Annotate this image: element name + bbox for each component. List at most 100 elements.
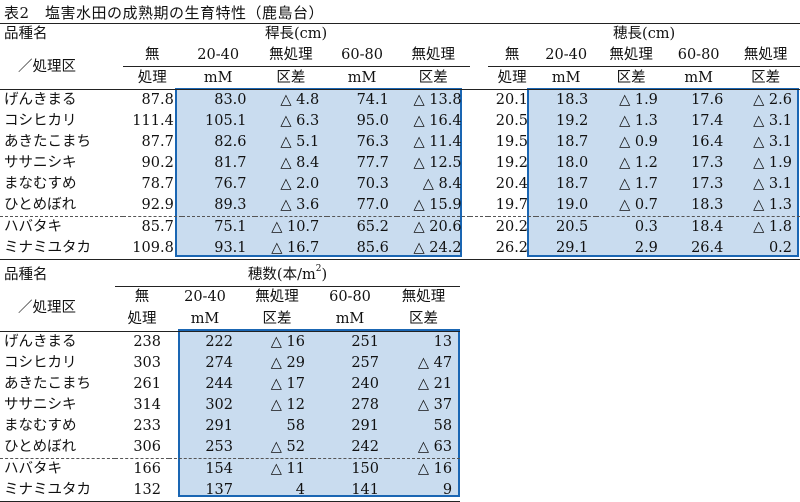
variety-name: まなむすめ: [4, 417, 77, 434]
count-cell: 58: [433, 417, 453, 434]
panicle-cell: 20.2: [488, 216, 537, 238]
count-cell: 303: [133, 354, 161, 371]
panicle-cell: △ 0.7: [619, 197, 658, 213]
table-row: げんきまる 238 222 △ 16 251 13: [0, 331, 460, 353]
header-diff-2: 区差: [731, 66, 800, 90]
panicle-cell: △ 3.1: [753, 113, 792, 129]
count-cell: △ 16: [387, 457, 461, 480]
count-cell: 240: [351, 375, 379, 392]
culm-cell: 81.7: [214, 155, 247, 171]
culm-cell: △ 15.9: [413, 197, 462, 213]
panicle-cell: 19.0: [556, 197, 589, 213]
variety-name: ハバタキ: [0, 216, 123, 238]
panicle-cell: △ 1.8: [731, 216, 800, 238]
panicle-cell: 16.4: [691, 134, 724, 150]
panicle-cell: 20.5: [495, 113, 529, 129]
header-2040-1: 20-40: [184, 289, 226, 305]
count-cell: 251: [351, 333, 379, 350]
count-cell: 244: [205, 375, 233, 392]
culm-cell: △ 8.4: [280, 155, 320, 171]
variety-name: ひとめぼれ: [4, 197, 77, 213]
header-treatment: ／処理区: [0, 298, 115, 322]
variety-name: げんきまる: [4, 92, 77, 108]
header-variety: 品種名: [4, 267, 48, 284]
count-cell: 253: [205, 438, 233, 455]
count-cell: 274: [205, 354, 233, 371]
culm-cell: 83.0: [214, 92, 247, 108]
count-cell: 58: [286, 417, 305, 434]
culm-cell: △ 2.0: [280, 176, 320, 192]
variety-name: コシヒカリ: [4, 354, 77, 371]
header-6080-2: mM: [313, 308, 387, 332]
culm-cell: 111.4: [132, 113, 174, 129]
panicle-cell: 18.0: [556, 155, 589, 171]
count-cell: 4: [241, 479, 313, 502]
table-row: ミナミユタカ 109.8 93.1 △ 16.7 85.6 △ 24.2 26.2 29.1 2…: [0, 238, 800, 260]
panicle-cell: 0.3: [596, 216, 666, 238]
count-cell: 242: [351, 438, 379, 455]
count-cell: 137: [169, 479, 241, 502]
panicle-cell: △ 3.1: [753, 134, 792, 150]
count-cell: 306: [133, 438, 161, 455]
panicle-cell: 17.6: [691, 92, 724, 108]
panicle-cell: 26.2: [488, 238, 537, 260]
header-6080-2: mM: [327, 66, 397, 90]
header-6080-2: mM: [665, 66, 732, 90]
culm-cell: 76.7: [214, 176, 247, 192]
panicle-cell: 18.7: [556, 134, 589, 150]
header-2040-2: mM: [536, 66, 597, 90]
panicle-cell: △ 1.3: [753, 197, 792, 213]
culm-cell: 87.7: [141, 134, 174, 150]
header-none-1: 無: [488, 45, 537, 67]
variety-name: ササニシキ: [4, 155, 77, 171]
header-variety: 品種名: [0, 23, 123, 45]
variety-name: ササニシキ: [4, 396, 77, 413]
variety-name: あきたこまち: [4, 375, 91, 392]
count-cell: △ 37: [417, 396, 453, 413]
culm-cell: 87.8: [141, 92, 174, 108]
header-none-2: 処理: [115, 308, 169, 332]
header-2040-2: mM: [181, 66, 255, 90]
count-cell: △ 63: [417, 438, 453, 455]
count-cell: 222: [205, 333, 233, 350]
growth-table-1: 品種名 稈長(cm) 穂長(cm) 無 20-40 無処理 60-80 無処理 …: [0, 23, 800, 260]
culm-cell: 78.7: [141, 176, 174, 192]
table-row: ササニシキ 314 302 △ 12 278 △ 37: [0, 395, 460, 416]
table-row: ミナミユタカ 132 137 4 141 9: [0, 479, 461, 502]
culm-cell: 105.1: [205, 113, 247, 129]
variety-name: ハバタキ: [0, 457, 115, 480]
table-row: ひとめぼれ 306 253 △ 52 242 △ 63: [0, 437, 460, 459]
panicle-cell: △ 1.9: [753, 155, 792, 171]
panicle-cell: 18.7: [556, 176, 589, 192]
panicle-cell: △ 1.3: [619, 113, 658, 129]
culm-cell: △ 8.4: [422, 176, 462, 192]
header-panicle-count: 穂数(本/m2): [115, 265, 461, 287]
header-diff-1: 無処理: [731, 45, 800, 67]
header-culm-length: 稈長(cm): [264, 26, 328, 42]
count-cell: 150: [313, 457, 387, 480]
culm-cell: 93.1: [181, 238, 255, 260]
count-cell: △ 16: [270, 333, 305, 350]
panicle-cell: 20.5: [536, 216, 597, 238]
panicle-cell: 19.2: [556, 113, 589, 129]
header-diff-1: 無処理: [596, 45, 666, 67]
table-row: ササニシキ 90.2 81.7 △ 8.4 77.7 △ 12.5 19.2 18.0 △ 1.…: [0, 153, 800, 174]
panicle-cell: 0.2: [731, 238, 800, 260]
panicle-cell: 18.4: [665, 216, 732, 238]
header-2040-2: mM: [169, 308, 241, 332]
culm-cell: △ 10.7: [254, 216, 328, 238]
culm-cell: △ 24.2: [396, 238, 470, 260]
culm-cell: 90.2: [141, 155, 174, 171]
variety-name: ミナミユタカ: [0, 238, 123, 260]
panicle-cell: △ 1.9: [619, 92, 658, 108]
count-cell: 291: [205, 417, 233, 434]
table-row: まなむすめ 233 291 58 291 58: [0, 416, 460, 437]
panicle-cell: 26.4: [665, 238, 732, 260]
culm-cell: 77.0: [356, 197, 389, 213]
count-cell: 132: [115, 479, 169, 502]
header-none-2: 処理: [122, 66, 182, 90]
count-cell: △ 17: [270, 375, 305, 392]
count-cell: 13: [433, 333, 453, 350]
header-diff-2: 区差: [254, 66, 328, 90]
count-cell: 154: [169, 457, 241, 480]
